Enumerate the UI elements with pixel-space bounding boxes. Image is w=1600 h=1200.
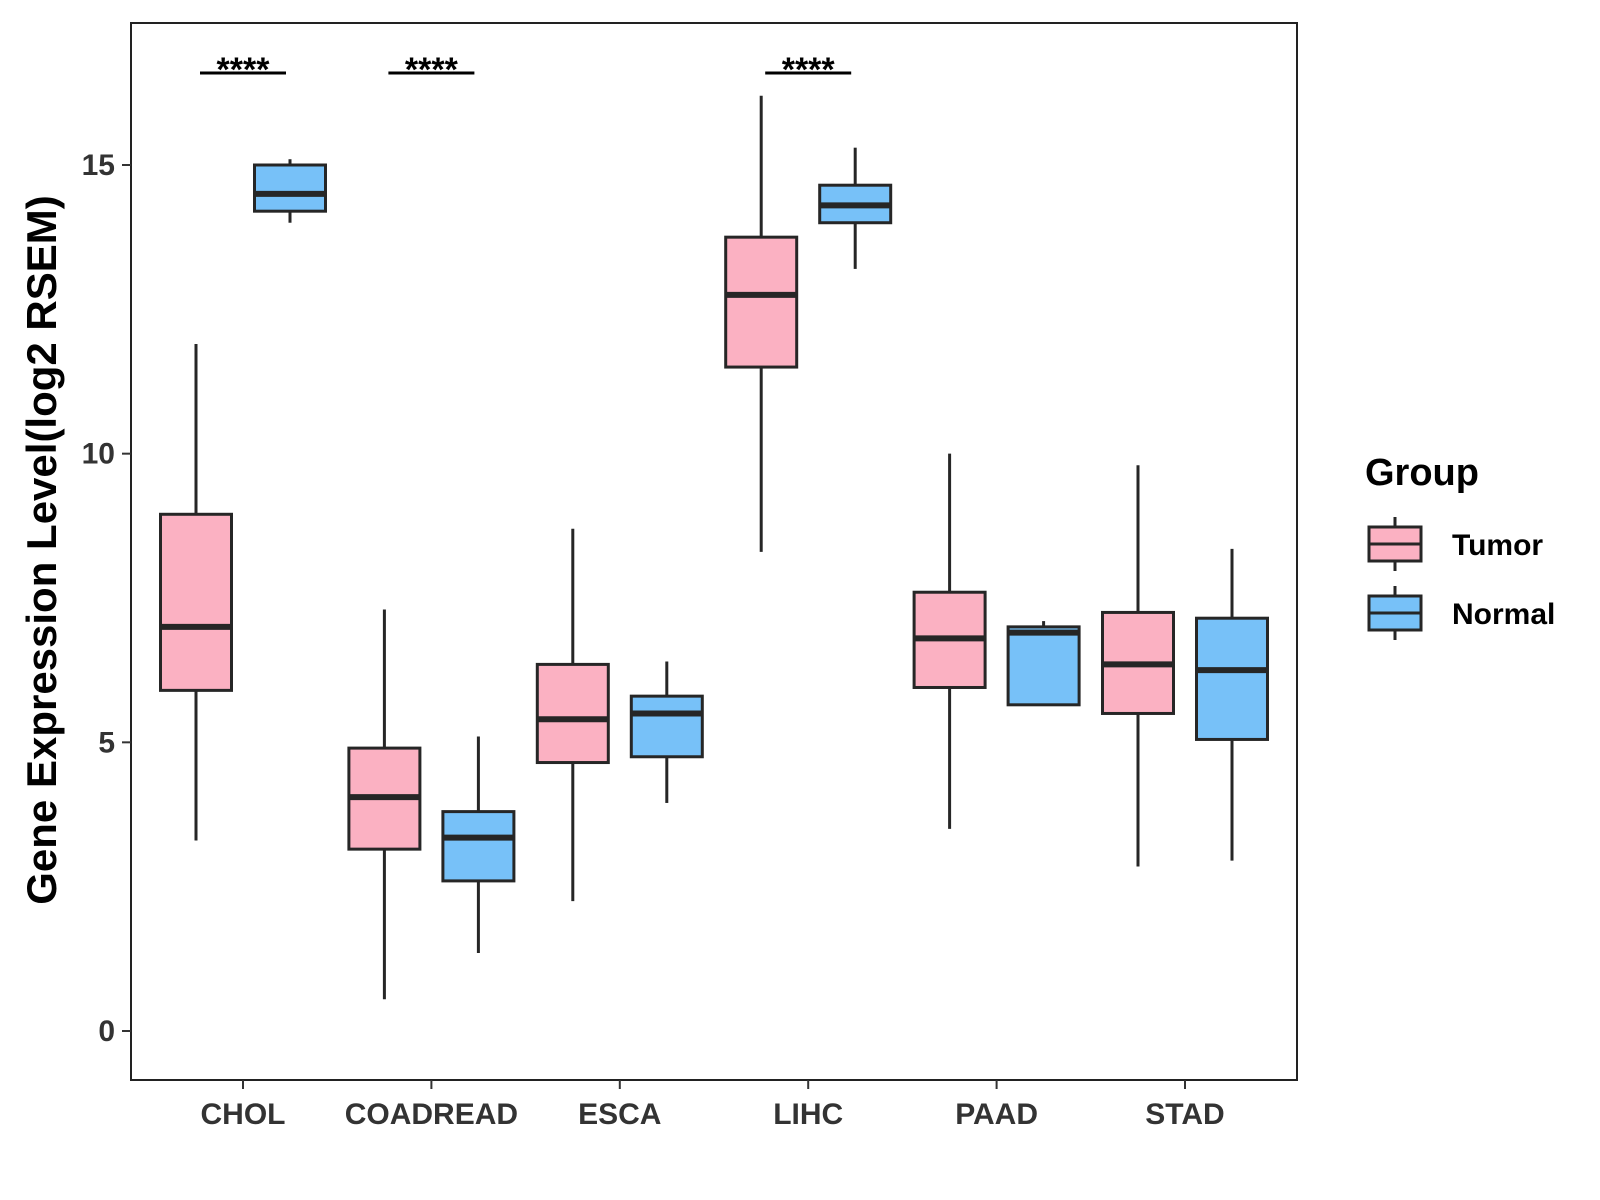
box-body (1006, 625, 1081, 707)
x-tick-label: STAD (1145, 1098, 1224, 1131)
box-tumor-stad (1101, 465, 1175, 867)
box-normal-chol (253, 159, 327, 223)
y-tick-label: 10 (82, 438, 115, 471)
box-normal-paad (1006, 621, 1081, 707)
box-normal-coadread (441, 736, 516, 954)
legend-title: Group (1365, 452, 1479, 494)
box-normal-stad (1195, 548, 1269, 861)
box-tumor-chol (159, 343, 233, 841)
significance-label: **** (782, 51, 836, 89)
x-axis: CHOL COADREAD ESCA LIHC PAAD STAD (201, 1080, 1225, 1131)
box-body (724, 235, 799, 369)
y-axis: 0 5 10 15 (82, 149, 131, 1048)
box-body (253, 163, 327, 213)
y-tick-label: 5 (98, 726, 115, 759)
legend-label: Tumor (1452, 529, 1543, 562)
significance-label: **** (405, 51, 459, 89)
legend-label: Normal (1452, 598, 1555, 631)
box-tumor-coadread (347, 609, 422, 1000)
box-normal-lihc (818, 147, 893, 269)
box-body (535, 662, 610, 765)
legend-entry-tumor: Tumor (1367, 517, 1543, 571)
significance-annotations: **** **** **** (200, 51, 852, 89)
boxes (159, 95, 1269, 1000)
box-body (1195, 616, 1269, 741)
box-tumor-paad (912, 453, 987, 829)
x-tick-label: ESCA (578, 1098, 661, 1131)
box-body (159, 512, 233, 692)
x-tick-label: CHOL (201, 1098, 286, 1131)
legend: Group Tumor Normal (1365, 452, 1555, 640)
box-tumor-lihc (724, 95, 799, 552)
x-tick-label: PAAD (955, 1098, 1038, 1131)
y-tick-label: 15 (82, 149, 115, 182)
box-tumor-esca (535, 528, 610, 902)
y-axis-label: Gene Expression Level(log2 RSEM) (18, 195, 65, 905)
box-body (441, 810, 516, 883)
x-tick-label: COADREAD (345, 1098, 518, 1131)
significance-label: **** (217, 51, 271, 89)
y-tick-label: 0 (98, 1015, 115, 1048)
box-body (629, 694, 704, 759)
legend-entry-normal: Normal (1367, 586, 1555, 640)
box-normal-esca (629, 661, 704, 803)
x-tick-label: LIHC (773, 1098, 843, 1131)
